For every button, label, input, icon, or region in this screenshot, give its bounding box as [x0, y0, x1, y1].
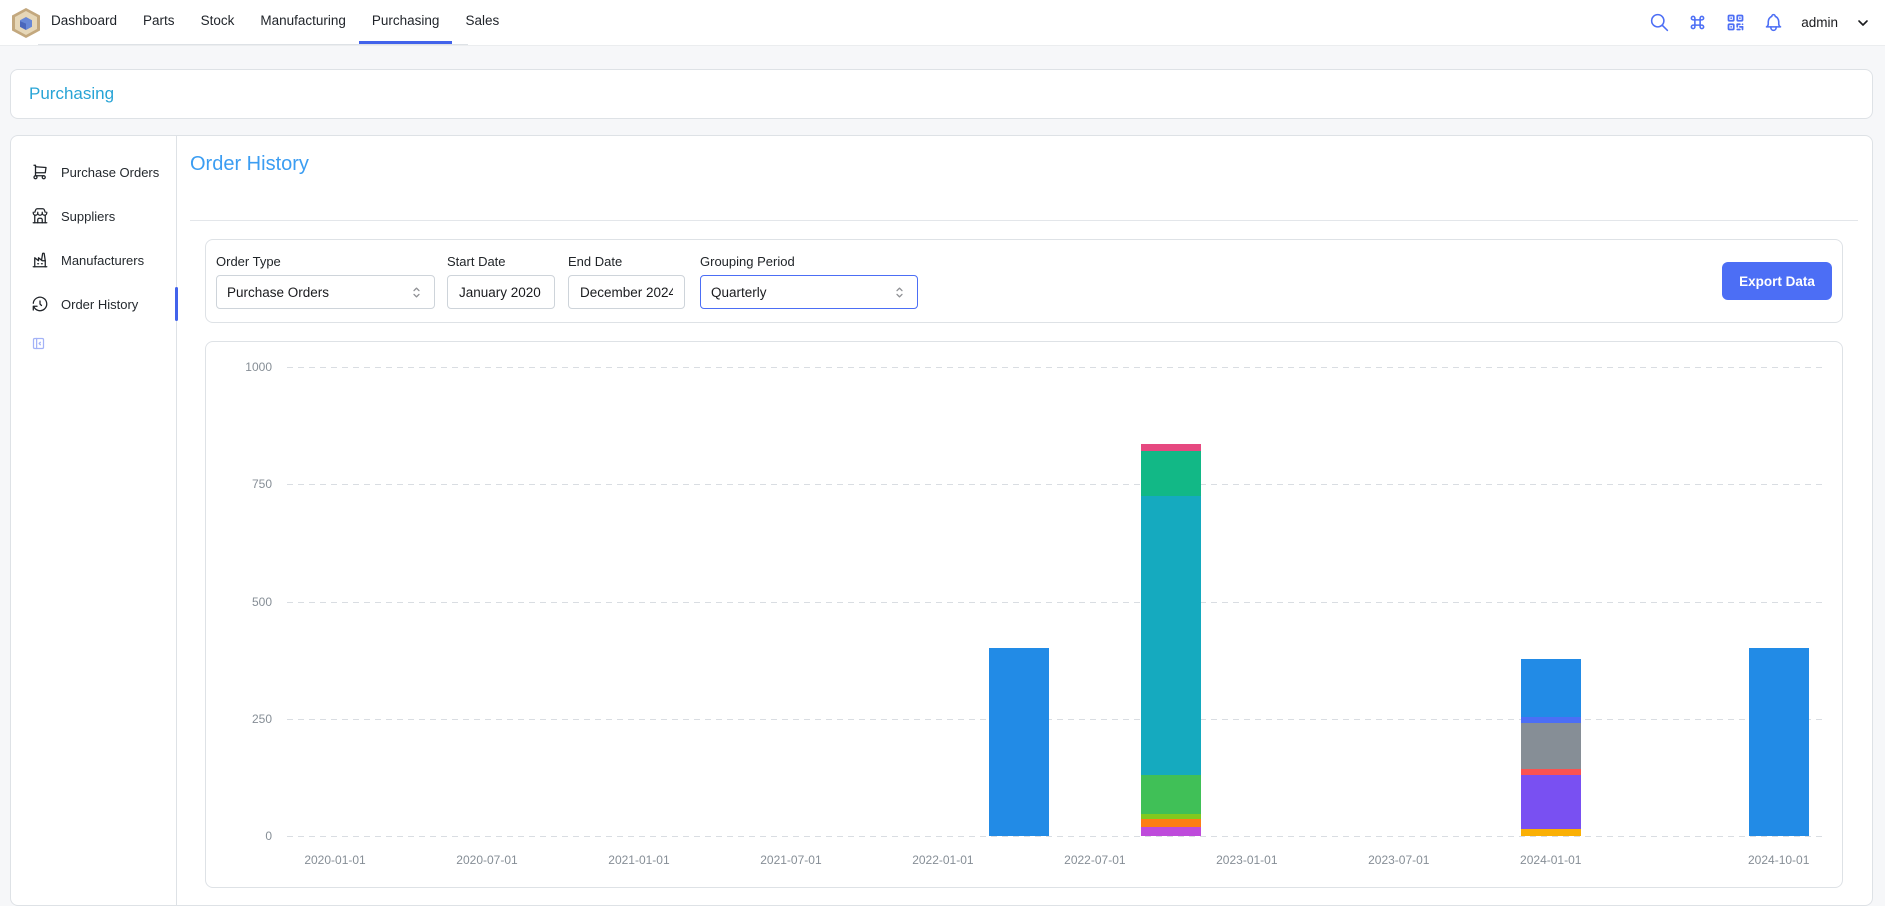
end-date-input[interactable]: [568, 275, 685, 309]
chart-plot: [287, 367, 1822, 837]
x-tick-label: 2023-07-01: [1368, 853, 1430, 867]
bar-segment-2022-10-01[interactable]: [1140, 450, 1201, 496]
order-type-select[interactable]: Purchase Orders: [216, 275, 435, 309]
inventree-logo[interactable]: [12, 8, 40, 38]
sidebar-item-label: Manufacturers: [61, 252, 145, 268]
storefront-icon: [32, 208, 48, 224]
bar-segment-2024-01-01[interactable]: [1520, 828, 1581, 836]
bar-segment-2022-10-01[interactable]: [1140, 495, 1201, 775]
tab-purchasing[interactable]: Purchasing: [358, 0, 453, 44]
logo-cube: [20, 17, 32, 30]
factory-icon: [32, 252, 48, 268]
bar-segment-2024-01-01[interactable]: [1520, 775, 1581, 829]
order-type-label: Order Type: [216, 254, 281, 269]
x-tick-label: 2024-01-01: [1520, 853, 1582, 867]
y-tick-label: 0: [265, 829, 272, 843]
bar-segment-2022-10-01[interactable]: [1140, 443, 1201, 451]
tab-parts[interactable]: Parts: [143, 13, 175, 28]
sidebar-item-label: Purchase Orders: [61, 164, 160, 180]
x-tick-label: 2022-07-01: [1064, 853, 1126, 867]
search-icon[interactable]: [1649, 12, 1670, 33]
export-data-button[interactable]: Export Data: [1722, 262, 1832, 300]
bar-segment-2024-01-01[interactable]: [1520, 768, 1581, 776]
bar-segment-2022-10-01[interactable]: [1140, 819, 1201, 827]
bar-segment-2022-10-01[interactable]: [1140, 814, 1201, 820]
x-tick-label: 2022-01-01: [912, 853, 974, 867]
chart-gridline: [287, 367, 1822, 368]
purchasing-sidebar: Purchase Orders Suppliers: [11, 136, 178, 905]
grouping-period-label: Grouping Period: [700, 254, 795, 269]
tab-dashboard[interactable]: Dashboard: [51, 13, 118, 28]
x-tick-label: 2021-01-01: [608, 853, 670, 867]
chevron-down-icon[interactable]: [1855, 15, 1871, 31]
x-tick-label: 2024-10-01: [1748, 853, 1810, 867]
chart-gridline: [287, 718, 1822, 720]
order-history-chart-card: 0 250 500 750 1000 2020-01-01 2020-07-01 2021-…: [205, 341, 1843, 888]
sidebar-collapse-icon[interactable]: [31, 336, 46, 351]
navbar-actions: admin: [1649, 0, 1871, 45]
bar-segment-2022-10-01[interactable]: [1140, 774, 1201, 815]
start-date-input[interactable]: [447, 275, 555, 309]
chart-gridline: [287, 484, 1822, 486]
y-tick-label: 750: [251, 477, 272, 492]
tab-sales[interactable]: Sales: [465, 13, 500, 28]
chart-gridline: [287, 601, 1822, 603]
bar-segment-2022-10-01[interactable]: [1140, 826, 1201, 836]
x-tick-label: 2020-07-01: [456, 853, 518, 867]
main-panel: Purchase Orders Suppliers: [10, 135, 1873, 906]
tab-stock[interactable]: Stock: [200, 13, 235, 28]
end-date-label: End Date: [568, 254, 623, 269]
y-tick-label: 250: [251, 711, 272, 726]
sidebar-item-purchase-orders[interactable]: Purchase Orders: [11, 150, 176, 194]
select-updown-icon: [896, 287, 903, 297]
y-tick-label: 500: [251, 594, 272, 609]
grouping-period-value: Quarterly: [711, 284, 767, 300]
page-header-panel: Purchasing: [10, 69, 1873, 119]
bar-segment-2022-04-01[interactable]: [988, 648, 1049, 836]
sidebar-item-suppliers[interactable]: Suppliers: [11, 194, 176, 238]
order-type-value: Purchase Orders: [227, 284, 330, 300]
section-title: Order History: [190, 153, 309, 175]
x-tick-label: 2020-01-01: [304, 853, 366, 867]
bar-segment-2024-01-01[interactable]: [1520, 659, 1581, 717]
bar-segment-2024-01-01[interactable]: [1520, 716, 1581, 723]
start-date-label: Start Date: [447, 254, 506, 269]
sidebar-item-label: Suppliers: [61, 208, 116, 224]
x-tick-label: 2021-07-01: [760, 853, 822, 867]
sidebar-item-order-history[interactable]: Order History: [11, 282, 178, 326]
chart-gridline: [287, 836, 1822, 837]
bar-segment-2024-10-01[interactable]: [1748, 648, 1809, 836]
tab-manufacturing[interactable]: Manufacturing: [260, 13, 346, 28]
user-menu[interactable]: admin: [1801, 15, 1838, 30]
shopping-cart-icon: [33, 164, 47, 180]
history-icon: [32, 296, 48, 312]
page-title: Purchasing: [29, 84, 115, 103]
top-navbar: Dashboard Parts Stock Manufacturing Purc…: [0, 0, 1885, 46]
x-tick-label: 2023-01-01: [1216, 853, 1278, 867]
filter-toolbar: Order Type Purchase Orders Start Date En…: [205, 239, 1843, 323]
grouping-period-select[interactable]: Quarterly: [700, 275, 918, 309]
select-updown-icon: [413, 287, 420, 297]
y-tick-label: 1000: [245, 360, 272, 374]
qrcode-icon[interactable]: [1725, 12, 1746, 33]
bar-segment-2024-01-01[interactable]: [1520, 722, 1581, 769]
sidebar-item-manufacturers[interactable]: Manufacturers: [11, 238, 176, 282]
sidebar-item-label: Order History: [61, 296, 139, 312]
section-divider: [190, 220, 1858, 221]
command-icon[interactable]: [1687, 12, 1708, 33]
bell-icon[interactable]: [1763, 12, 1784, 33]
main-nav-tabs: Dashboard Parts Stock Manufacturing Purc…: [38, 0, 499, 45]
